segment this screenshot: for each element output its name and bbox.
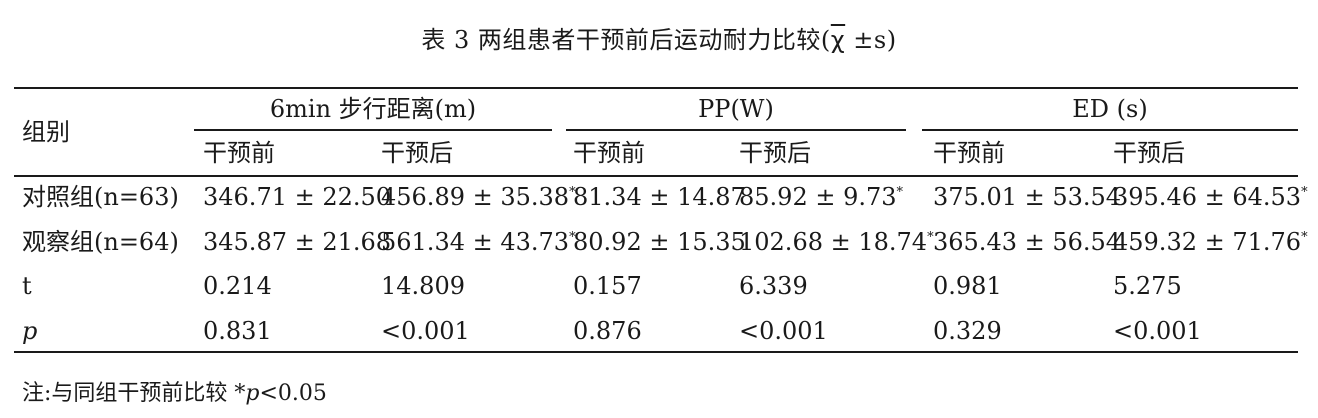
significance-mark: * [896, 185, 904, 200]
table-cell: 0.329 [933, 315, 1002, 347]
table-cell: <0.001 [1113, 315, 1202, 347]
table-cell: 0.876 [573, 315, 642, 347]
footnote-suffix: <0.05 [259, 381, 327, 406]
table-cell: <0.001 [739, 315, 828, 347]
table-cell: 346.71 ± 22.50 [203, 181, 391, 213]
subheader-walk-after: 干预后 [381, 139, 453, 167]
footnote-p: p [245, 381, 260, 406]
cell-value: 0.981 [933, 272, 1002, 300]
cell-value: 0.831 [203, 317, 272, 345]
cell-value: 0.157 [573, 272, 642, 300]
group-header-ed: ED (s) [1072, 95, 1148, 123]
cell-value: 6.339 [739, 272, 808, 300]
subheader-pp-before: 干预前 [573, 139, 645, 167]
cell-value: 395.46 ± 64.53 [1113, 183, 1302, 211]
table-cell: <0.001 [381, 315, 470, 347]
table-cell: 345.87 ± 21.68 [203, 226, 391, 258]
group-header-pp: PP(W) [698, 95, 774, 123]
group-header-walk: 6min 步行距离(m) [269, 95, 477, 123]
table-cell: 365.43 ± 56.54 [933, 226, 1121, 258]
subheader-ed-after: 干预后 [1113, 139, 1185, 167]
cell-value: 81.34 ± 14.87 [573, 183, 746, 211]
cell-value: 0.329 [933, 317, 1002, 345]
table-footnote: 注:与同组干预前比较 *p<0.05 [22, 378, 327, 410]
table-cell: 561.34 ± 43.73* [381, 226, 576, 258]
subheader-ed-before: 干预前 [933, 139, 1005, 167]
significance-mark: * [1301, 230, 1308, 245]
subheader-walk-before: 干预前 [203, 139, 275, 167]
table-cell: 102.68 ± 18.74* [739, 226, 934, 258]
cell-value: 0.876 [573, 317, 642, 345]
top-rule [14, 87, 1298, 89]
row-label: 对照组(n=63) [22, 183, 179, 211]
table-cell: 14.809 [381, 270, 465, 302]
bottom-rule [14, 351, 1298, 353]
table-cell: 395.46 ± 64.53* [1113, 181, 1308, 213]
cell-value: <0.001 [381, 317, 470, 345]
cell-value: 375.01 ± 53.54 [933, 183, 1122, 211]
table-cell: 81.34 ± 14.87 [573, 181, 746, 213]
cell-value: 345.87 ± 21.68 [203, 228, 392, 256]
table-cell: 0.214 [203, 270, 272, 302]
table-caption: 表 3 两组患者干预前后运动耐力比较(χ ±s) [0, 22, 1318, 58]
row-label: p [22, 317, 38, 345]
significance-mark: * [569, 185, 576, 200]
significance-mark: * [1301, 185, 1308, 200]
table-cell: 80.92 ± 15.35 [573, 226, 746, 258]
table-cell: 456.89 ± 35.38* [381, 181, 576, 213]
cell-value: 459.32 ± 71.76 [1113, 228, 1302, 256]
caption-prefix: 表 3 两组患者干预前后运动耐力比较( [421, 26, 831, 54]
cell-value: 561.34 ± 43.73 [381, 228, 570, 256]
significance-mark: * [569, 230, 576, 245]
cell-value: 346.71 ± 22.50 [203, 183, 392, 211]
caption-chi: χ [830, 26, 846, 54]
table-cell: 5.275 [1113, 270, 1182, 302]
cell-value: 14.809 [381, 272, 465, 300]
header-rule [14, 175, 1298, 177]
cell-value: 102.68 ± 18.74 [739, 228, 928, 256]
group-rule-ed [922, 129, 1298, 131]
footnote-prefix: 注:与同组干预前比较 * [22, 381, 246, 406]
cell-value: 0.214 [203, 272, 272, 300]
cell-value: 5.275 [1113, 272, 1182, 300]
row-header-label: 组别 [22, 118, 70, 146]
significance-mark: * [927, 230, 934, 245]
row-label: t [22, 272, 32, 300]
table-cell: 0.157 [573, 270, 642, 302]
table-cell: 459.32 ± 71.76* [1113, 226, 1308, 258]
table-cell: 375.01 ± 53.54 [933, 181, 1121, 213]
row-label: 观察组(n=64) [22, 228, 179, 256]
table-cell: 6.339 [739, 270, 808, 302]
cell-value: <0.001 [739, 317, 828, 345]
group-rule-walk [194, 129, 552, 131]
table-cell: 0.831 [203, 315, 272, 347]
group-rule-pp [566, 129, 906, 131]
cell-value: 365.43 ± 56.54 [933, 228, 1122, 256]
table-cell: 0.981 [933, 270, 1002, 302]
cell-value: <0.001 [1113, 317, 1202, 345]
table-cell: 85.92 ± 9.73* [739, 181, 903, 213]
cell-value: 456.89 ± 35.38 [381, 183, 570, 211]
cell-value: 85.92 ± 9.73 [739, 183, 897, 211]
subheader-pp-after: 干预后 [739, 139, 811, 167]
cell-value: 80.92 ± 15.35 [573, 228, 746, 256]
caption-suffix: ±s) [845, 26, 897, 54]
